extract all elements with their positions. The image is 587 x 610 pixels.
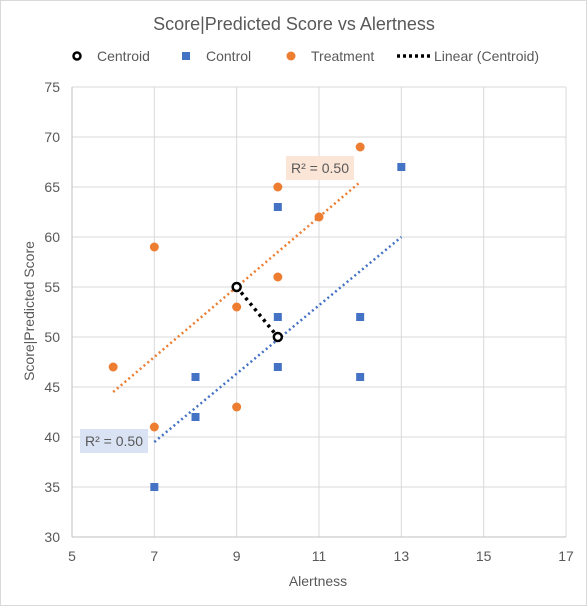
centroid-point [272,331,284,343]
r2-labels: R² = 0.50 R² = 0.50 [80,156,354,453]
treatment-point [355,142,365,152]
legend-linear-centroid-label: Linear (Centroid) [434,48,539,64]
treatment-point [314,212,324,222]
legend-treatment-label: Treatment [311,48,374,64]
legend: Centroid Control Treatment Linear (Centroid… [72,48,539,64]
tick-labels: 30 35 40 45 50 55 60 65 70 75 5 7 9 11 13 15 17 [44,79,574,564]
y-tick-label: 40 [44,429,60,445]
treatment-point [232,402,242,412]
data-points [108,142,406,491]
axes [71,87,566,538]
treatment-r2-label: R² = 0.50 [291,160,349,176]
control-point [397,163,406,171]
y-tick-label: 65 [44,179,60,195]
grid-lines [72,86,567,537]
legend-centroid-label: Centroid [97,48,150,64]
control-point [356,313,365,321]
treatment-point [149,422,159,432]
x-tick-label: 17 [558,548,574,564]
treatment-point [108,362,118,372]
y-tick-label: 35 [44,479,60,495]
control-r2-label-box [80,429,148,453]
treatment-point [273,182,283,192]
treatment-point [149,242,159,252]
y-tick-label: 60 [44,229,60,245]
treatment-point [232,302,242,312]
y-tick-label: 70 [44,129,60,145]
legend-treatment-marker [286,51,296,61]
control-point [191,373,200,381]
y-tick-label: 30 [44,529,60,545]
x-tick-label: 15 [476,548,492,564]
x-tick-label: 13 [394,548,410,564]
chart-title: Score|Predicted Score vs Alertness [153,14,435,34]
x-axis-label: Alertness [289,573,347,589]
x-tick-label: 7 [150,548,158,564]
control-point [356,373,365,381]
y-tick-label: 45 [44,379,60,395]
legend-centroid-marker [72,51,82,61]
legend-control-marker [182,52,190,60]
control-point [273,203,282,211]
trendlines [112,181,403,443]
y-tick-label: 50 [44,329,60,345]
control-point [273,313,282,321]
control-point [273,363,282,371]
centroid-point [231,281,242,293]
control-point [150,483,159,491]
centroid-linear-line [235,285,280,339]
x-tick-label: 9 [233,548,241,564]
control-point [191,413,200,421]
x-tick-label: 5 [68,548,76,564]
y-tick-label: 55 [44,279,60,295]
y-axis-label: Score|Predicted Score [21,241,37,381]
legend-control-label: Control [206,48,251,64]
treatment-r2-label-box [286,156,354,180]
treatment-point [273,272,283,282]
control-r2-label: R² = 0.50 [85,433,143,449]
x-tick-label: 11 [312,548,327,564]
y-tick-label: 75 [44,79,60,95]
